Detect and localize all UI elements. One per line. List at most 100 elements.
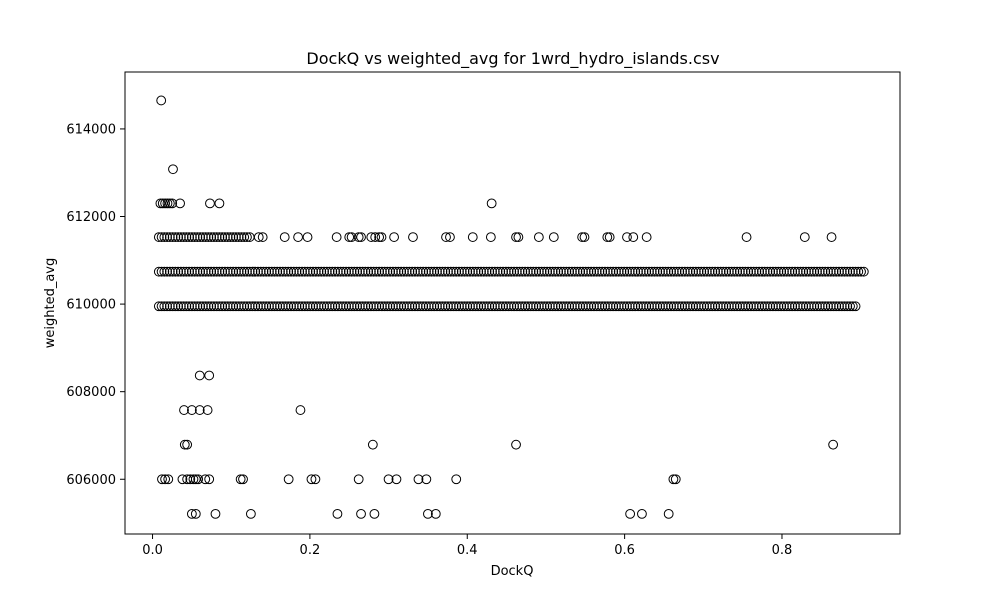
data-point (674, 301, 685, 312)
data-point (363, 266, 374, 277)
data-point (195, 232, 206, 242)
data-point (729, 266, 740, 277)
data-point (253, 266, 263, 277)
data-point (407, 266, 418, 277)
data-point (430, 508, 441, 519)
data-point (184, 301, 195, 312)
data-point (619, 266, 630, 277)
data-point (828, 301, 839, 312)
data-point (313, 301, 324, 312)
data-point (236, 266, 247, 277)
data-point (354, 266, 365, 277)
data-point (836, 266, 847, 277)
data-point (611, 266, 621, 277)
data-point (294, 301, 305, 312)
data-point (272, 301, 283, 312)
data-point (638, 301, 649, 312)
data-point (235, 474, 246, 485)
data-point (525, 266, 536, 277)
data-point (190, 508, 201, 519)
data-point (368, 266, 379, 277)
y-tick-label: 614000 (66, 122, 116, 137)
data-point (391, 474, 402, 485)
data-point (655, 301, 665, 312)
data-point (564, 266, 575, 277)
data-point (162, 266, 172, 277)
data-point (220, 266, 230, 277)
data-point (214, 198, 225, 209)
data-point (295, 405, 306, 415)
data-point (569, 266, 580, 277)
data-point (495, 266, 506, 277)
data-point (740, 266, 751, 277)
data-point (250, 301, 261, 312)
data-point (605, 301, 616, 312)
data-point (346, 266, 357, 277)
data-point (729, 301, 740, 312)
data-point (175, 301, 186, 312)
data-point (715, 266, 726, 277)
data-point (817, 266, 828, 277)
data-point (517, 301, 528, 312)
data-point (784, 266, 795, 277)
data-point (547, 301, 558, 312)
data-point (776, 266, 787, 277)
data-point (335, 266, 346, 277)
data-point (685, 301, 696, 312)
data-point (209, 266, 219, 277)
data-point (157, 198, 168, 209)
x-tick-label: 0.0 (142, 543, 163, 558)
data-point (751, 266, 762, 277)
data-point (831, 301, 842, 312)
data-point (220, 232, 230, 242)
data-point (390, 301, 401, 312)
data-point (710, 301, 720, 312)
y-tick-label: 606000 (66, 473, 116, 488)
data-point (432, 266, 442, 277)
data-point (255, 301, 266, 312)
data-point (470, 301, 481, 312)
data-point (671, 301, 682, 312)
data-point (481, 301, 492, 312)
data-point (688, 301, 698, 312)
data-point (203, 232, 214, 242)
data-point (553, 301, 564, 312)
data-point (801, 301, 811, 312)
data-point (356, 508, 366, 519)
data-point (410, 301, 420, 312)
data-point (572, 266, 583, 277)
data-point (368, 301, 379, 312)
data-point (798, 301, 809, 312)
data-point (288, 266, 299, 277)
data-point (831, 266, 842, 277)
data-point (649, 266, 660, 277)
data-point (503, 266, 514, 277)
x-tick-label: 0.2 (300, 543, 321, 558)
data-point (671, 266, 682, 277)
data-point (225, 232, 236, 242)
data-point (175, 266, 186, 277)
data-point (344, 232, 355, 242)
data-point (412, 266, 423, 277)
data-point (445, 301, 456, 312)
data-point (316, 301, 327, 312)
data-point (454, 301, 464, 312)
data-point (836, 301, 847, 312)
data-point (434, 266, 445, 277)
data-point (313, 266, 324, 277)
data-point (194, 370, 205, 381)
data-point (164, 266, 175, 277)
data-point (759, 266, 770, 277)
data-point (605, 266, 616, 277)
data-point (189, 266, 200, 277)
data-point (159, 301, 170, 312)
data-point (478, 266, 489, 277)
data-point (376, 232, 387, 242)
data-point (710, 266, 720, 277)
data-point (462, 266, 473, 277)
data-point (189, 232, 200, 242)
data-point (401, 266, 412, 277)
data-point (385, 266, 396, 277)
x-axis-ticks: 0.0 0.2 0.4 0.6 0.8 (142, 534, 792, 558)
data-point (666, 266, 676, 277)
